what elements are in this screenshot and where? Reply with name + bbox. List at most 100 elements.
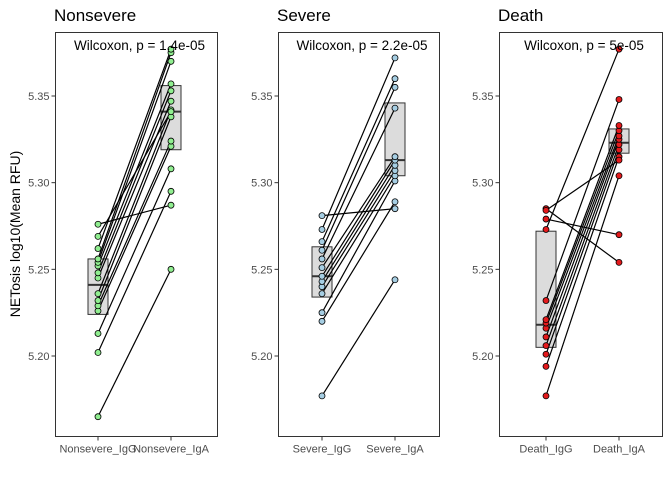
y-tick-label-2-0: 5.20 xyxy=(472,351,493,363)
pair-line-2-4 xyxy=(545,139,620,338)
point-2-7-0 xyxy=(542,316,550,324)
panel-title-1: Severe xyxy=(277,6,331,25)
x-tick-label-2-0: Death_IgG xyxy=(519,444,572,456)
x-tick-label-1-1: Severe_IgA xyxy=(366,444,424,456)
point-2-9-0 xyxy=(542,226,550,233)
point-1-10-1 xyxy=(391,75,399,83)
x-tick-label-0-0: Nonsevere_IgG xyxy=(59,444,136,456)
y-axis-title: NETosis log10(Mean RFU) xyxy=(7,151,23,318)
point-0-2-1 xyxy=(167,165,175,173)
pair-line-0-2 xyxy=(97,168,172,334)
point-2-12-0 xyxy=(542,206,550,214)
pair-line-1-3 xyxy=(321,175,396,294)
pair-line-0-0 xyxy=(97,269,172,417)
pair-line-2-10 xyxy=(545,218,620,236)
point-1-8-0 xyxy=(318,255,326,263)
point-2-7-1 xyxy=(615,122,623,129)
panel-title-0: Nonsevere xyxy=(54,6,136,25)
stat-label-1: Wilcoxon, p = 2.2e-05 xyxy=(297,38,428,53)
point-1-1-1 xyxy=(391,198,399,206)
point-2-9-1 xyxy=(615,45,623,53)
pair-line-0-13 xyxy=(97,111,172,237)
point-0-7-1 xyxy=(167,97,175,105)
panel-title-2: Death xyxy=(498,6,543,25)
point-0-0-1 xyxy=(167,265,175,273)
pair-line-2-3 xyxy=(545,144,620,346)
y-tick-label-2-1: 5.25 xyxy=(472,264,493,276)
pair-line-2-7 xyxy=(545,125,620,320)
pair-line-2-9 xyxy=(545,48,620,230)
point-1-7-1 xyxy=(391,153,399,161)
point-1-12-1 xyxy=(391,205,399,213)
point-0-0-0 xyxy=(94,413,102,421)
pair-line-1-9 xyxy=(321,87,396,251)
point-2-2-0 xyxy=(542,350,550,358)
point-2-8-0 xyxy=(542,297,550,304)
point-2-10-0 xyxy=(542,215,550,223)
point-0-12-0 xyxy=(94,245,102,252)
point-0-12-1 xyxy=(167,45,175,53)
x-tick-label-2-1: Death_IgA xyxy=(593,444,646,456)
pair-line-0-5 xyxy=(97,116,172,301)
pair-line-2-2 xyxy=(545,149,620,355)
pair-line-1-2 xyxy=(321,180,396,313)
y-tick-label-1-2: 5.30 xyxy=(251,178,272,190)
y-tick-label-0-1: 5.25 xyxy=(28,264,49,276)
point-0-13-0 xyxy=(94,232,102,240)
pair-line-1-12 xyxy=(321,208,396,217)
point-0-11-0 xyxy=(94,255,102,263)
pair-line-0-11 xyxy=(97,52,172,260)
point-0-14-1 xyxy=(167,201,175,209)
point-0-8-0 xyxy=(94,269,102,277)
pair-line-0-6 xyxy=(97,109,172,294)
point-2-3-0 xyxy=(542,342,550,350)
point-2-0-0 xyxy=(542,392,550,400)
point-1-7-0 xyxy=(318,264,326,272)
pair-line-1-4 xyxy=(321,170,396,287)
pair-line-1-1 xyxy=(321,201,396,322)
y-tick-label-2-2: 5.30 xyxy=(472,178,493,190)
stat-label-2: Wilcoxon, p = 5e-05 xyxy=(524,38,644,53)
point-0-5-0 xyxy=(94,297,102,304)
point-1-12-0 xyxy=(318,212,326,220)
panel-frame-0 xyxy=(55,32,218,437)
y-tick-label-2-3: 5.35 xyxy=(472,91,493,103)
pair-line-0-7 xyxy=(97,100,172,279)
y-tick-label-1-0: 5.20 xyxy=(251,351,272,363)
point-2-1-0 xyxy=(542,362,550,370)
pair-line-0-10 xyxy=(97,61,172,263)
pair-line-1-11 xyxy=(321,57,396,230)
point-1-11-0 xyxy=(318,226,326,233)
point-0-13-1 xyxy=(167,108,175,115)
point-0-1-0 xyxy=(94,349,102,356)
pair-line-2-1 xyxy=(545,156,620,367)
x-tick-label-0-1: Nonsevere_IgA xyxy=(133,444,209,456)
stat-label-0: Wilcoxon, p = 1.4e-05 xyxy=(74,38,205,53)
point-1-1-0 xyxy=(318,317,326,325)
point-0-1-1 xyxy=(167,187,175,195)
pair-line-1-8 xyxy=(321,107,396,260)
point-1-11-1 xyxy=(391,54,399,62)
y-tick-label-0-3: 5.35 xyxy=(28,91,49,103)
point-1-2-0 xyxy=(318,309,326,317)
y-tick-label-1-1: 5.25 xyxy=(251,264,272,276)
point-0-4-1 xyxy=(167,137,175,145)
pair-line-0-3 xyxy=(97,146,172,312)
pair-line-1-6 xyxy=(321,159,396,277)
pair-line-1-5 xyxy=(321,165,396,282)
point-1-0-1 xyxy=(391,276,399,284)
point-2-11-1 xyxy=(615,258,623,266)
pair-line-2-11 xyxy=(545,208,620,263)
pair-line-2-12 xyxy=(545,159,620,211)
pair-line-0-14 xyxy=(97,204,172,225)
point-1-9-1 xyxy=(391,83,399,91)
pair-line-1-0 xyxy=(321,279,396,397)
x-tick-label-1-0: Severe_IgG xyxy=(293,444,352,456)
point-2-0-1 xyxy=(615,172,623,180)
point-0-10-1 xyxy=(167,57,175,65)
point-0-14-0 xyxy=(94,220,102,228)
point-0-2-0 xyxy=(94,330,102,337)
point-1-8-1 xyxy=(391,104,399,112)
point-1-0-0 xyxy=(318,392,326,400)
